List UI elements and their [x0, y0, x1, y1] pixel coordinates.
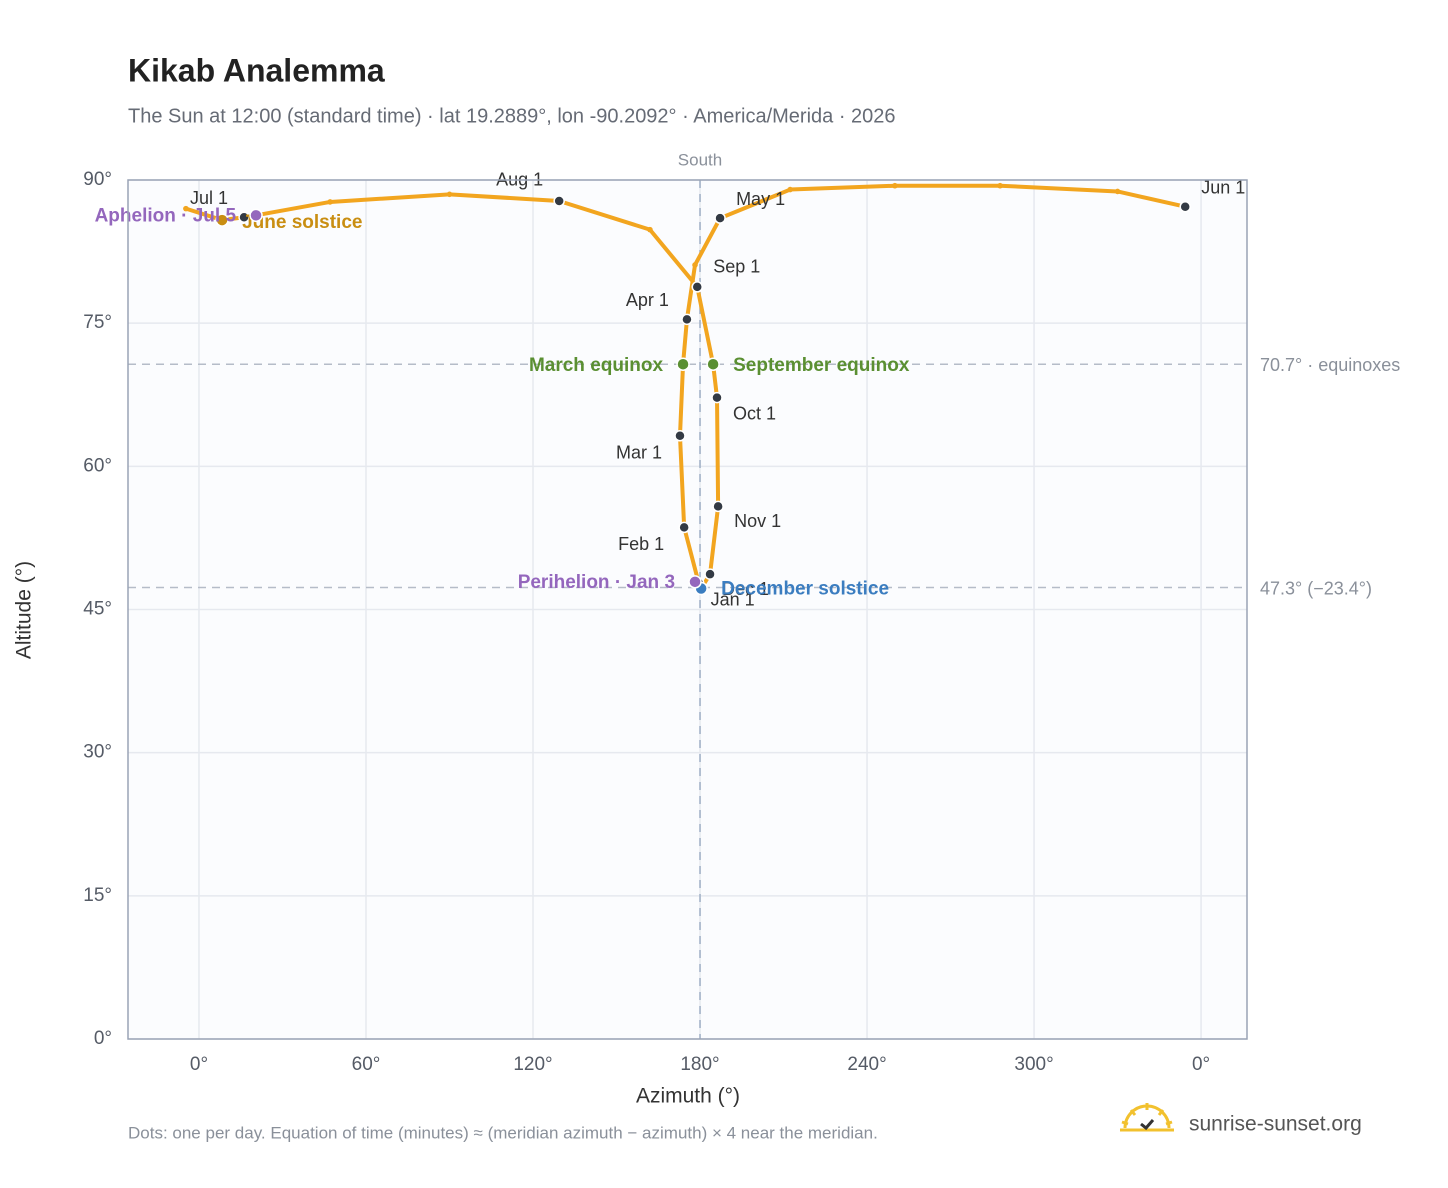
daily-dot: [647, 226, 653, 233]
event-label: Perihelion · Jan 3: [518, 572, 675, 593]
event-label: June solstice: [242, 212, 362, 233]
event-dot: [688, 575, 702, 589]
month-dot: [711, 391, 723, 404]
month-dot: [691, 281, 703, 293]
x-tick-label: 300°: [1014, 1054, 1053, 1075]
month-dot: [238, 211, 250, 223]
month-dot: [678, 521, 690, 534]
x-tick-label: 0°: [190, 1054, 208, 1075]
brand-logo: [1120, 1103, 1174, 1132]
y-tick-label: 0°: [94, 1028, 112, 1049]
month-dot: [712, 500, 724, 513]
month-label: Apr 1: [626, 290, 669, 310]
footnote: Dots: one per day. Equation of time (min…: [128, 1123, 878, 1142]
meridian-label: South: [678, 150, 722, 169]
month-label: Nov 1: [734, 511, 781, 531]
daily-dot: [997, 182, 1003, 189]
x-tick-label: 180°: [680, 1054, 719, 1075]
x-tick-label: 60°: [352, 1054, 381, 1075]
y-tick-label: 60°: [83, 455, 112, 476]
month-label: Oct 1: [733, 403, 776, 423]
daily-dot: [446, 191, 453, 198]
x-tick-label: 120°: [513, 1054, 552, 1075]
month-label: Dec 1: [722, 579, 769, 599]
daily-dot: [787, 186, 794, 193]
daily-dot: [327, 199, 333, 205]
y-tick-label: 30°: [83, 742, 112, 763]
daily-dot: [1114, 188, 1121, 195]
month-dot: [714, 212, 726, 224]
month-dot: [704, 568, 716, 580]
y-tick-label: 90°: [83, 169, 112, 190]
analemma-path: [677, 183, 1188, 585]
reference-label: 70.7° · equinoxes: [1260, 355, 1400, 375]
month-label: Mar 1: [616, 443, 662, 463]
y-tick-label: 15°: [83, 885, 112, 906]
brand-name: sunrise-sunset.org: [1189, 1113, 1362, 1136]
event-label: March equinox: [529, 355, 664, 376]
month-dot: [1179, 200, 1191, 213]
plot-border: [127, 179, 1248, 1040]
daily-dot: [892, 182, 898, 189]
y-axis-label: Altitude (°): [13, 561, 36, 659]
x-tick-label: 240°: [847, 1054, 886, 1075]
event-dot: [706, 357, 720, 371]
event-label: Aphelion · Jul 5: [95, 205, 237, 226]
month-label: May 1: [736, 189, 785, 209]
daily-dot: [692, 262, 698, 268]
month-label: Jan 1: [711, 590, 755, 610]
month-dot: [681, 313, 693, 326]
month-label: Sep 1: [713, 257, 760, 277]
chart-subtitle: The Sun at 12:00 (standard time) · lat 1…: [128, 105, 896, 127]
y-tick-label: 45°: [83, 599, 112, 620]
x-tick-label: 0°: [1192, 1054, 1210, 1075]
event-dot: [676, 357, 690, 371]
month-dot: [674, 430, 686, 442]
month-label: Jul 1: [190, 188, 228, 208]
month-label: Feb 1: [618, 534, 664, 554]
reference-label: 47.3° (−23.4°): [1260, 578, 1372, 598]
event-label: September equinox: [733, 355, 910, 376]
chart-title: Kikab Analemma: [128, 52, 385, 88]
event-dot: [215, 213, 229, 227]
event-label: December solstice: [721, 579, 889, 600]
y-tick-label: 75°: [83, 312, 112, 333]
event-dot: [249, 208, 263, 223]
month-label: Jun 1: [1201, 177, 1245, 197]
daily-dot: [183, 205, 189, 212]
month-dot: [553, 195, 565, 207]
x-axis-label: Azimuth (°): [636, 1085, 740, 1108]
